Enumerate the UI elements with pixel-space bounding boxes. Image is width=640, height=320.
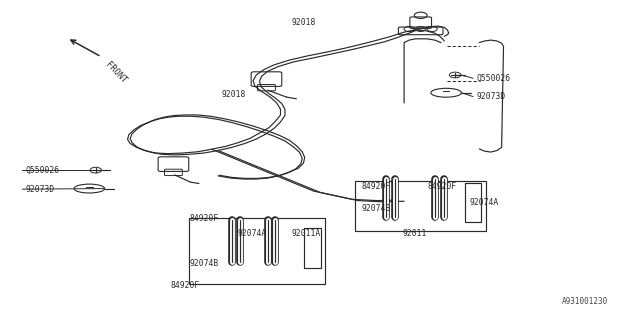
Text: FRONT: FRONT <box>104 60 129 85</box>
Text: 84920F: 84920F <box>427 182 456 191</box>
Text: 92073D: 92073D <box>476 92 506 101</box>
Text: 84920F: 84920F <box>362 182 390 191</box>
Text: Q550026: Q550026 <box>476 74 510 83</box>
Text: 92018: 92018 <box>221 91 246 100</box>
Text: Q550026: Q550026 <box>26 166 60 175</box>
Text: 84920F: 84920F <box>189 214 219 223</box>
Text: 92073D: 92073D <box>26 185 55 194</box>
Text: 92074B: 92074B <box>189 259 219 268</box>
Text: 92074B: 92074B <box>362 204 390 213</box>
Bar <box>355 180 486 231</box>
Text: 84920F: 84920F <box>170 281 200 290</box>
Bar <box>189 218 325 284</box>
Text: A931001230: A931001230 <box>562 297 609 306</box>
Text: 92018: 92018 <box>291 18 316 27</box>
Text: 92011: 92011 <box>403 229 428 238</box>
Text: 92074A: 92074A <box>470 198 499 207</box>
Text: 92074A: 92074A <box>238 229 267 238</box>
Text: 92011A: 92011A <box>291 229 321 238</box>
